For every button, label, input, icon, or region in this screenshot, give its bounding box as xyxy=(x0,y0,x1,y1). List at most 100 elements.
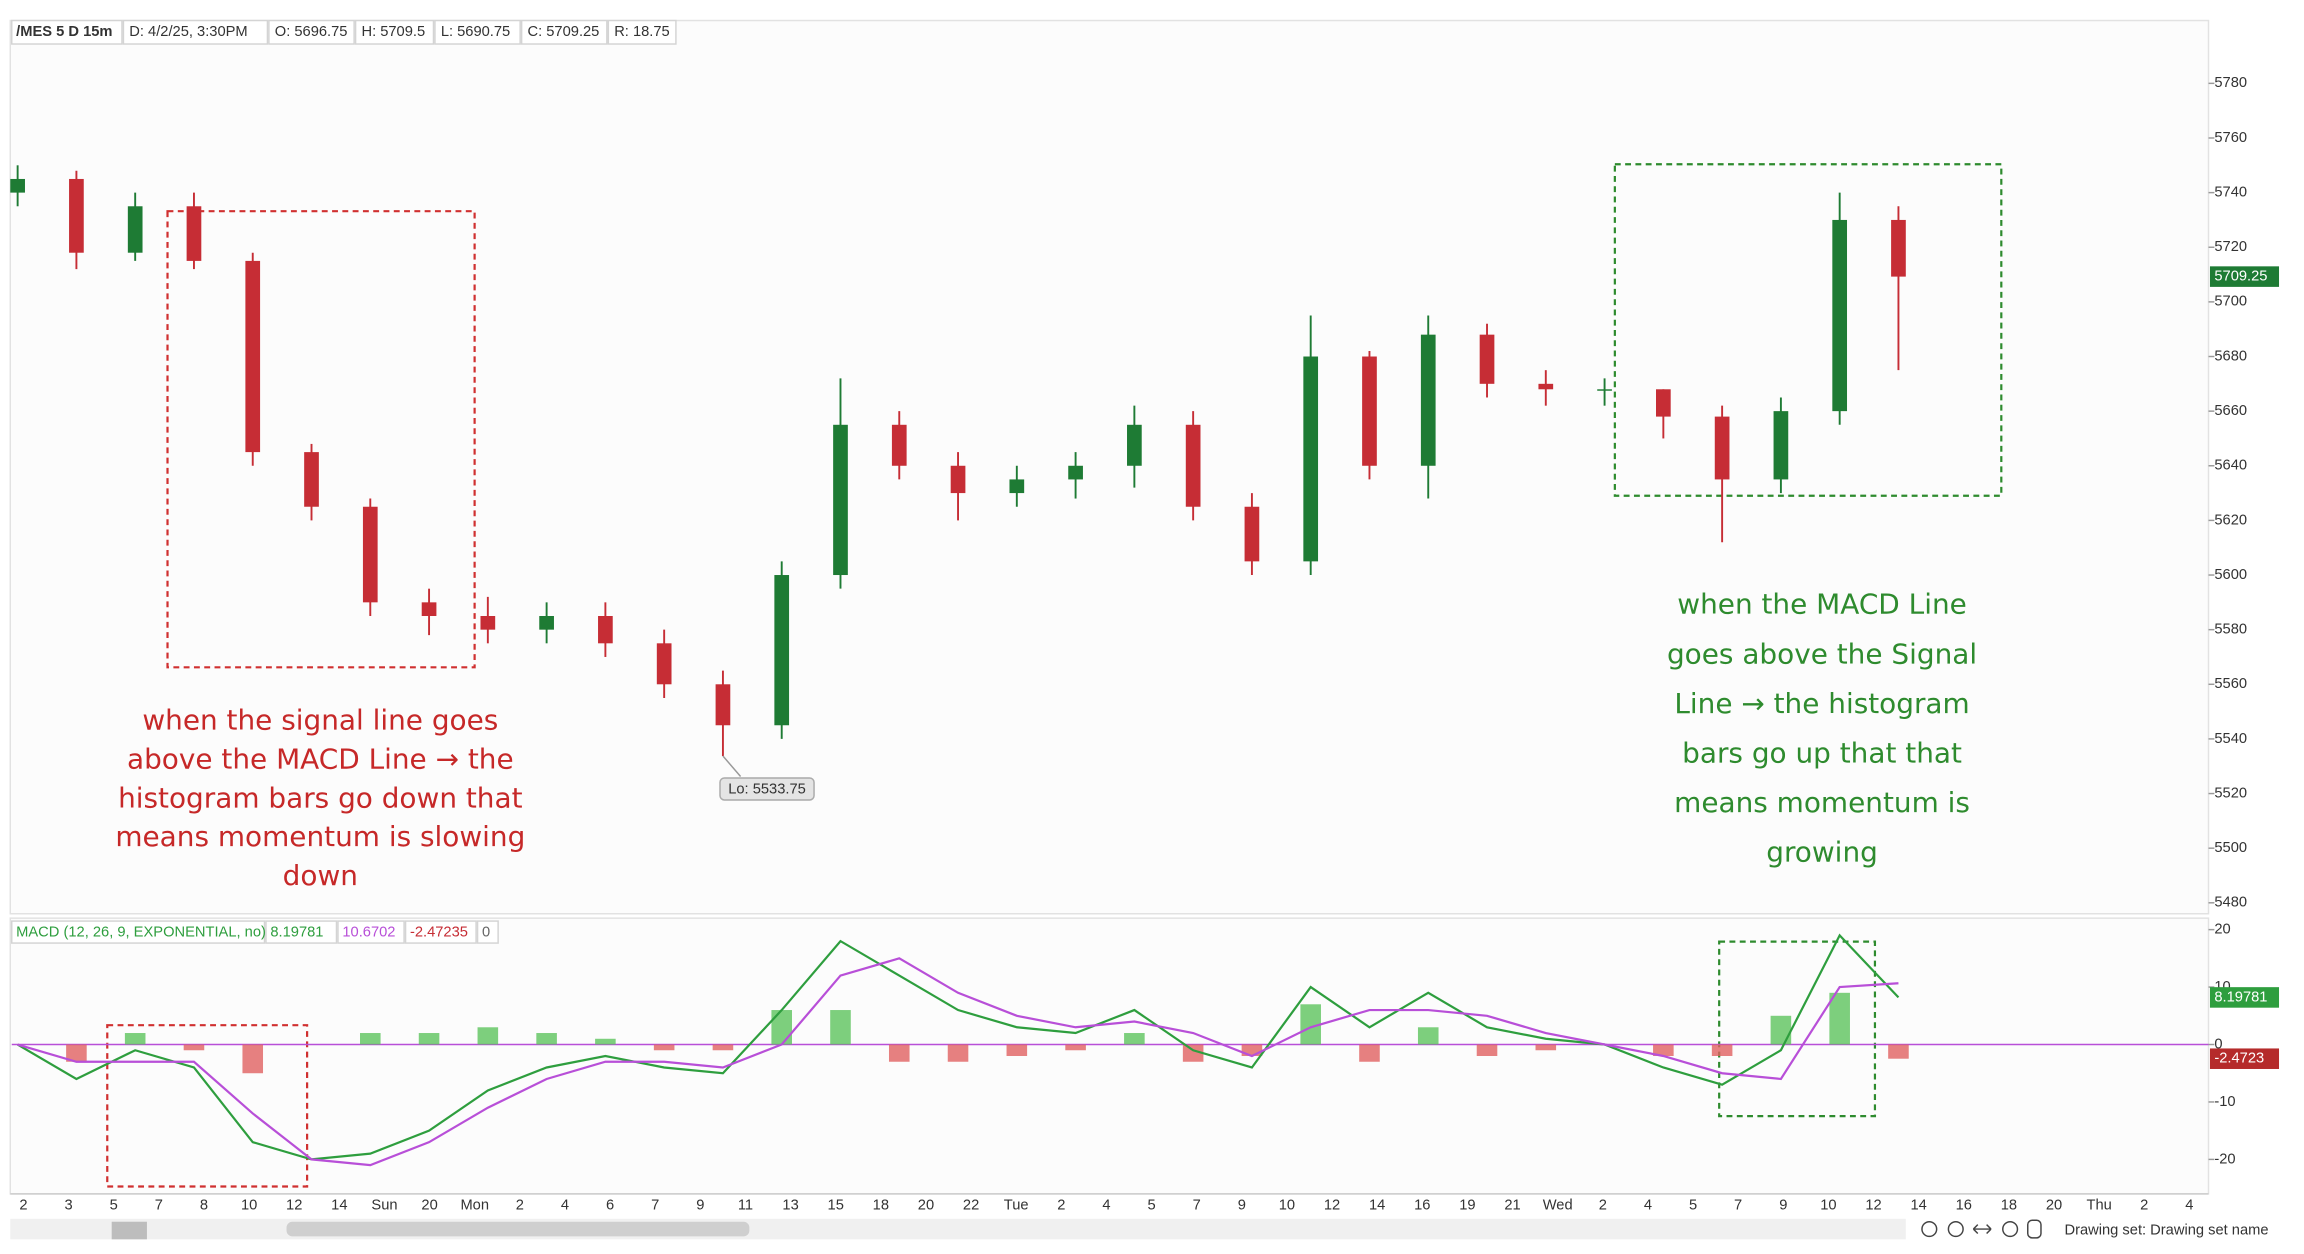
symbol: /MES 5 D 15m xyxy=(16,24,112,40)
y-tick-label: 5720 xyxy=(2214,239,2247,255)
annotation: growing xyxy=(1766,836,1878,869)
drawing-set[interactable]: Drawing set: Drawing set name xyxy=(2064,1222,2268,1238)
annotation: when the signal line goes xyxy=(142,704,498,737)
low-label-box xyxy=(719,777,815,801)
header-close: C: 5709.25 xyxy=(528,24,600,40)
candle-body xyxy=(891,424,907,466)
candle-body xyxy=(539,616,554,630)
x-tick-label: 7 xyxy=(1193,1197,1201,1213)
histogram-bar xyxy=(1711,1044,1733,1056)
x-tick-label: 7 xyxy=(155,1197,163,1213)
zoom-in[interactable] xyxy=(1947,1221,1964,1238)
x-tick-label: 4 xyxy=(1102,1197,1110,1213)
x-tick-label: 14 xyxy=(1910,1197,1926,1213)
y-tick-label: -10 xyxy=(2214,1094,2235,1110)
x-tick-label: 19 xyxy=(1459,1197,1475,1213)
candle-body xyxy=(1714,416,1730,480)
candle-body xyxy=(1832,219,1848,412)
highlight-box xyxy=(1613,163,2003,497)
x-tick-label: 12 xyxy=(286,1197,302,1213)
x-tick-label: 20 xyxy=(2046,1197,2062,1213)
histogram-bar xyxy=(1417,1027,1439,1045)
x-tick-label: 3 xyxy=(65,1197,73,1213)
scroll-button[interactable] xyxy=(111,1221,147,1240)
x-tick-label: 2 xyxy=(19,1197,27,1213)
macd-header-value: 10.6702 xyxy=(342,925,395,941)
candle-body xyxy=(1127,424,1142,466)
histogram-bar xyxy=(418,1033,440,1045)
candle-body xyxy=(127,206,143,253)
x-tick-label: 2 xyxy=(1599,1197,1607,1213)
macd-line xyxy=(17,957,1899,1167)
histogram-bar xyxy=(1300,1004,1321,1045)
low-connector xyxy=(722,755,742,777)
histogram-bar xyxy=(1182,1044,1204,1062)
macd-value-label: 8.19781 xyxy=(2214,989,2267,1005)
x-tick-label: 15 xyxy=(828,1197,844,1213)
x-tick-label: 22 xyxy=(963,1197,979,1213)
y-tick-label: 5680 xyxy=(2214,348,2247,364)
x-tick-label: 16 xyxy=(1414,1197,1430,1213)
x-tick-label: 13 xyxy=(782,1197,798,1213)
header-low: L: 5690.75 xyxy=(441,24,510,40)
highlight-box xyxy=(166,210,476,669)
last-price-box xyxy=(2209,266,2280,287)
y-tick-label: 5760 xyxy=(2214,130,2247,146)
x-tick-label: 5 xyxy=(1147,1197,1155,1213)
header-range: R: 18.75 xyxy=(614,24,670,40)
x-tick-label: 4 xyxy=(561,1197,569,1213)
annotation: Line → the histogram xyxy=(1674,687,1969,720)
x-tick-label: 2 xyxy=(2140,1197,2148,1213)
x-tick-label: 5 xyxy=(1689,1197,1697,1213)
histogram-bar xyxy=(830,1010,851,1045)
annotation: histogram bars go down that xyxy=(118,781,523,814)
x-tick-label: 12 xyxy=(1865,1197,1881,1213)
candle-body xyxy=(1303,356,1319,562)
header-box xyxy=(434,19,521,45)
candle-body xyxy=(1185,424,1201,507)
zoom-out[interactable] xyxy=(1921,1221,1938,1238)
macd-title: MACD (12, 26, 9, EXPONENTIAL, no) xyxy=(16,925,266,941)
crosshair-icon[interactable] xyxy=(2002,1221,2019,1238)
candle-body xyxy=(833,424,848,576)
candle-body xyxy=(480,616,496,630)
histogram-bar xyxy=(888,1044,910,1062)
histogram-bar xyxy=(124,1033,146,1045)
y-tick-label: 20 xyxy=(2214,922,2230,938)
x-tick-label: 4 xyxy=(2185,1197,2193,1213)
histogram-bar xyxy=(771,1010,792,1045)
hand-icon[interactable] xyxy=(2027,1219,2042,1239)
candle-body xyxy=(950,465,966,494)
hist-value-label: -2.4723 xyxy=(2214,1051,2264,1067)
x-tick-label: 20 xyxy=(421,1197,437,1213)
highlight-box xyxy=(106,1024,309,1188)
macd-value-box xyxy=(2209,987,2280,1008)
candle-body xyxy=(69,178,84,253)
x-tick-label: 9 xyxy=(1238,1197,1246,1213)
histogram-bar xyxy=(1653,1044,1674,1056)
annotation: when the MACD Line xyxy=(1677,588,1967,621)
annotation: above the MACD Line → the xyxy=(127,742,514,775)
histogram-bar xyxy=(1124,1033,1145,1045)
histogram-bar xyxy=(1888,1044,1909,1059)
annotation: means momentum is slowing xyxy=(115,820,525,853)
x-tick-label: 20 xyxy=(918,1197,934,1213)
x-tick-label: 7 xyxy=(1734,1197,1742,1213)
macd-header-value: 0 xyxy=(482,925,490,941)
candle-body xyxy=(10,178,25,193)
annotation: bars go up that that xyxy=(1682,736,1962,769)
candle-body xyxy=(774,575,790,726)
histogram-bar xyxy=(653,1044,675,1051)
pan-icon[interactable] xyxy=(1972,1224,1992,1234)
histogram-bar xyxy=(1006,1044,1028,1056)
scroll-thumb[interactable] xyxy=(286,1221,750,1237)
x-tick-label: 8 xyxy=(200,1197,208,1213)
annotation: means momentum is xyxy=(1674,786,1970,819)
x-tick-label: 10 xyxy=(1279,1197,1295,1213)
y-tick-label: 5560 xyxy=(2214,676,2247,692)
histogram-bar xyxy=(183,1044,205,1051)
header-box xyxy=(520,19,608,45)
histogram-bar xyxy=(1241,1044,1263,1056)
x-tick-label: Sun xyxy=(371,1197,397,1213)
